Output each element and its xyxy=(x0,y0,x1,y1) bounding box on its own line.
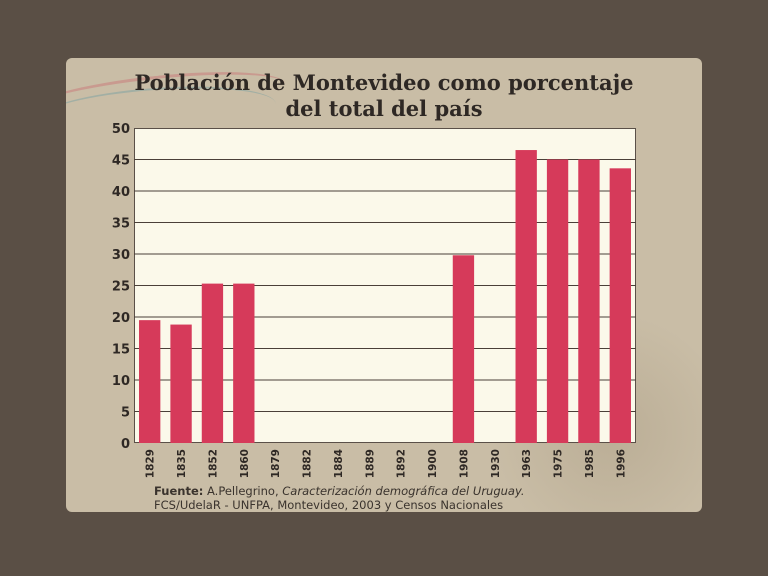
bar xyxy=(609,168,631,443)
y-tick-label: 35 xyxy=(112,217,130,232)
x-tick-label: 1930 xyxy=(490,449,502,478)
y-tick-label: 15 xyxy=(112,343,130,358)
x-tick-label: 1829 xyxy=(145,449,157,478)
bar xyxy=(578,159,600,443)
x-tick-label: 1879 xyxy=(270,449,282,478)
bar xyxy=(515,150,537,444)
x-tick-label: 1900 xyxy=(427,449,439,478)
x-tick-label: 1985 xyxy=(584,449,596,478)
y-tick-label: 50 xyxy=(112,122,130,137)
y-tick-label: 5 xyxy=(121,406,130,421)
bar xyxy=(452,255,475,443)
chart-title-line2: del total del país xyxy=(285,96,483,121)
source-label: Fuente: xyxy=(154,484,204,498)
x-tick-label: 1889 xyxy=(364,449,376,478)
y-tick-label: 0 xyxy=(121,437,130,452)
x-tick-label: 1975 xyxy=(553,449,565,478)
source-note: Fuente: A.Pellegrino, Caracterización de… xyxy=(154,484,525,512)
y-tick-label: 45 xyxy=(112,154,130,169)
bar xyxy=(233,283,255,443)
chart-title-line1: Población de Montevideo como porcentaje xyxy=(134,70,634,95)
x-tick-label: 1963 xyxy=(521,449,533,478)
x-tick-label: 1852 xyxy=(207,449,219,478)
y-tick-label: 20 xyxy=(112,311,130,326)
y-tick-label: 10 xyxy=(112,374,130,389)
source-line1: Fuente: A.Pellegrino, Caracterización de… xyxy=(154,484,525,498)
source-work: Caracterización demográfica del Uruguay. xyxy=(282,484,525,498)
source-author: A.Pellegrino, xyxy=(207,484,279,498)
y-tick-label: 25 xyxy=(112,280,130,295)
x-tick-label: 1835 xyxy=(176,449,188,478)
x-tick-label: 1908 xyxy=(458,449,470,478)
source-line2: FCS/UdelaR - UNFPA, Montevideo, 2003 y C… xyxy=(154,498,504,512)
y-tick-label: 40 xyxy=(112,185,130,200)
bar xyxy=(139,320,161,443)
x-tick-label: 1860 xyxy=(239,449,251,478)
x-tick-label: 1882 xyxy=(302,449,314,478)
bar xyxy=(201,283,224,443)
bar xyxy=(170,324,192,443)
chart-title: Población de Montevideo como porcentaje … xyxy=(66,70,702,122)
x-tick-label: 1892 xyxy=(396,449,408,478)
y-tick-label: 30 xyxy=(112,248,130,263)
x-tick-label: 1884 xyxy=(333,449,345,478)
x-tick-label: 1996 xyxy=(615,449,627,478)
bar xyxy=(546,159,569,443)
